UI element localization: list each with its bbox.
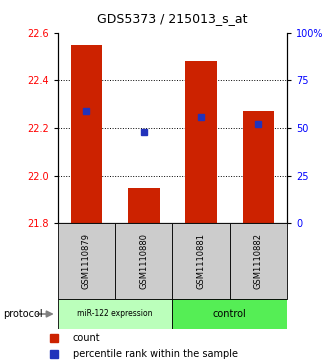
Text: miR-122 expression: miR-122 expression <box>77 310 153 318</box>
Text: count: count <box>73 333 100 343</box>
Text: protocol: protocol <box>3 309 43 319</box>
Bar <box>58 223 115 299</box>
Text: GSM1110882: GSM1110882 <box>254 233 263 289</box>
Text: GSM1110880: GSM1110880 <box>139 233 148 289</box>
Bar <box>243 111 274 223</box>
Text: percentile rank within the sample: percentile rank within the sample <box>73 349 238 359</box>
Bar <box>58 299 172 329</box>
Bar <box>172 299 287 329</box>
Bar <box>230 223 287 299</box>
Text: control: control <box>213 309 247 319</box>
Bar <box>172 223 230 299</box>
Bar <box>128 188 159 223</box>
Text: GSM1110881: GSM1110881 <box>197 233 206 289</box>
Text: GSM1110879: GSM1110879 <box>82 233 91 289</box>
Bar <box>185 61 217 223</box>
Bar <box>115 223 172 299</box>
Text: GDS5373 / 215013_s_at: GDS5373 / 215013_s_at <box>97 12 248 25</box>
Bar <box>71 45 102 223</box>
